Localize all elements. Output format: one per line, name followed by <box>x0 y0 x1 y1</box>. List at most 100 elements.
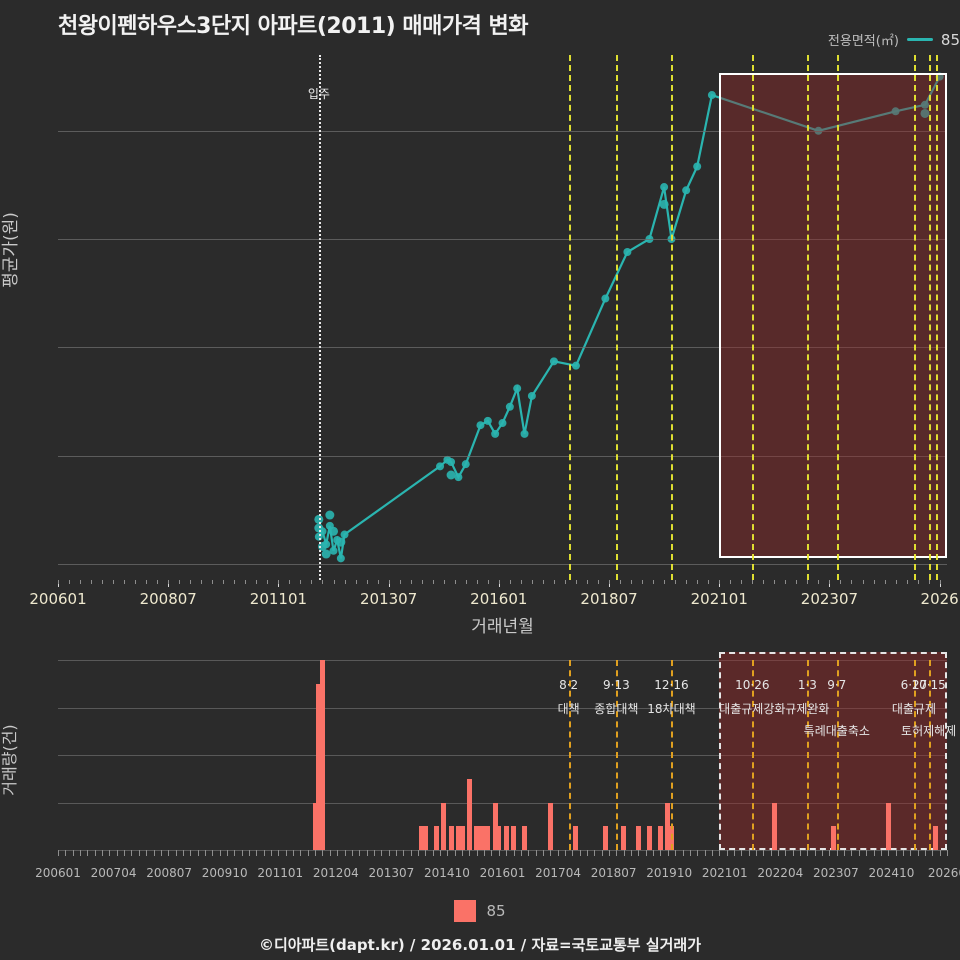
x-minor-tick <box>601 850 603 856</box>
x-minor-tick <box>168 580 170 584</box>
x-minor-tick <box>873 850 875 856</box>
x-minor-tick <box>829 580 831 584</box>
x-tick-label: 200910 <box>201 866 248 880</box>
x-minor-tick <box>476 580 478 584</box>
x-minor-tick <box>741 580 743 584</box>
x-minor-tick <box>377 580 379 584</box>
x-minor-tick <box>124 850 126 856</box>
x-minor-tick <box>160 850 162 856</box>
x-minor-tick <box>285 850 287 856</box>
x-minor-tick <box>586 850 588 856</box>
x-minor-tick <box>726 850 728 856</box>
x-minor-tick <box>80 850 82 856</box>
x-minor-tick <box>763 850 765 856</box>
x-minor-tick <box>947 850 948 856</box>
x-minor-tick <box>153 850 155 856</box>
x-minor-tick <box>80 580 82 584</box>
x-minor-tick <box>906 580 908 584</box>
x-minor-tick <box>135 580 137 584</box>
x-minor-tick <box>880 850 882 856</box>
volume-bar <box>441 802 447 850</box>
x-minor-tick <box>755 850 757 856</box>
x-minor-tick <box>197 850 199 856</box>
x-minor-tick <box>293 850 295 856</box>
x-minor-tick <box>796 580 798 584</box>
x-minor-tick <box>432 850 434 856</box>
x-minor-tick <box>675 850 677 856</box>
x-minor-tick <box>245 580 247 584</box>
x-minor-tick <box>792 850 794 856</box>
legend-bottom-value: 85 <box>486 902 506 920</box>
data-point <box>329 526 339 536</box>
x-minor-tick <box>506 850 508 856</box>
x-tick-label: 201910 <box>646 866 693 880</box>
x-minor-tick <box>219 850 221 856</box>
x-minor-tick <box>157 580 159 584</box>
x-minor-tick <box>866 850 868 856</box>
x-minor-tick <box>542 850 544 856</box>
x-minor-tick <box>58 580 59 584</box>
data-point <box>660 183 669 192</box>
x-minor-tick <box>267 580 269 584</box>
x-minor-tick <box>711 850 713 856</box>
volume-bar <box>319 660 325 850</box>
x-minor-tick <box>337 850 339 856</box>
highlight-box <box>719 73 947 558</box>
x-minor-tick <box>168 850 170 856</box>
x-tick-label: 2026 <box>920 590 959 608</box>
event-vline <box>568 55 571 580</box>
volume-bar <box>646 826 652 850</box>
x-minor-tick <box>851 850 853 856</box>
volume-bar <box>602 826 608 850</box>
x-minor-tick <box>858 850 860 856</box>
x-minor-tick <box>520 580 522 584</box>
x-minor-tick <box>667 850 669 856</box>
x-minor-tick <box>65 850 67 856</box>
legend-top: 전용면적(㎡) 85 <box>828 30 960 50</box>
x-minor-tick <box>664 580 666 584</box>
volume-bar <box>474 826 480 850</box>
x-minor-tick <box>329 850 331 856</box>
x-tick-label: 201601 <box>470 590 528 608</box>
x-tick-label: 201101 <box>257 866 304 880</box>
x-minor-tick <box>69 580 71 584</box>
x-minor-tick <box>476 850 478 856</box>
x-minor-tick <box>631 850 633 856</box>
x-minor-tick <box>425 850 427 856</box>
gridline <box>58 802 947 804</box>
x-minor-tick <box>102 850 104 856</box>
volume-bar <box>459 826 465 850</box>
x-tick-label: 201601 <box>479 866 526 880</box>
event-vline <box>935 55 938 580</box>
x-minor-tick <box>917 850 919 856</box>
legend-bar-swatch <box>454 900 477 922</box>
x-minor-tick <box>226 850 228 856</box>
x-minor-tick <box>322 580 324 584</box>
x-minor-tick <box>653 850 655 856</box>
volume-bar <box>522 826 528 850</box>
x-minor-tick <box>351 850 353 856</box>
x-minor-tick <box>146 580 148 584</box>
x-minor-tick <box>256 850 258 856</box>
x-tick-label: 201307 <box>368 866 415 880</box>
volume-bar-chart <box>58 652 947 851</box>
page-title: 천왕이펜하우스3단지 아파트(2011) 매매가격 변화 <box>58 14 528 39</box>
x-tick-label: 201307 <box>359 590 418 608</box>
x-tick-label: 202410 <box>868 866 915 880</box>
x-minor-tick <box>616 850 618 856</box>
x-minor-tick <box>895 850 897 856</box>
volume-bar <box>433 826 439 850</box>
x-minor-tick <box>315 850 317 856</box>
x-minor-tick <box>586 580 588 584</box>
data-point <box>891 107 900 116</box>
x-minor-tick <box>623 850 625 856</box>
x-minor-tick <box>719 580 721 584</box>
gridline <box>58 455 947 457</box>
x-minor-tick <box>564 850 566 856</box>
x-minor-tick <box>410 580 412 584</box>
gridline <box>58 130 947 132</box>
x-tick-label: 201807 <box>590 866 637 880</box>
x-minor-tick <box>884 580 886 584</box>
volume-bar <box>665 802 671 850</box>
x-tick-label: 202204 <box>757 866 804 880</box>
